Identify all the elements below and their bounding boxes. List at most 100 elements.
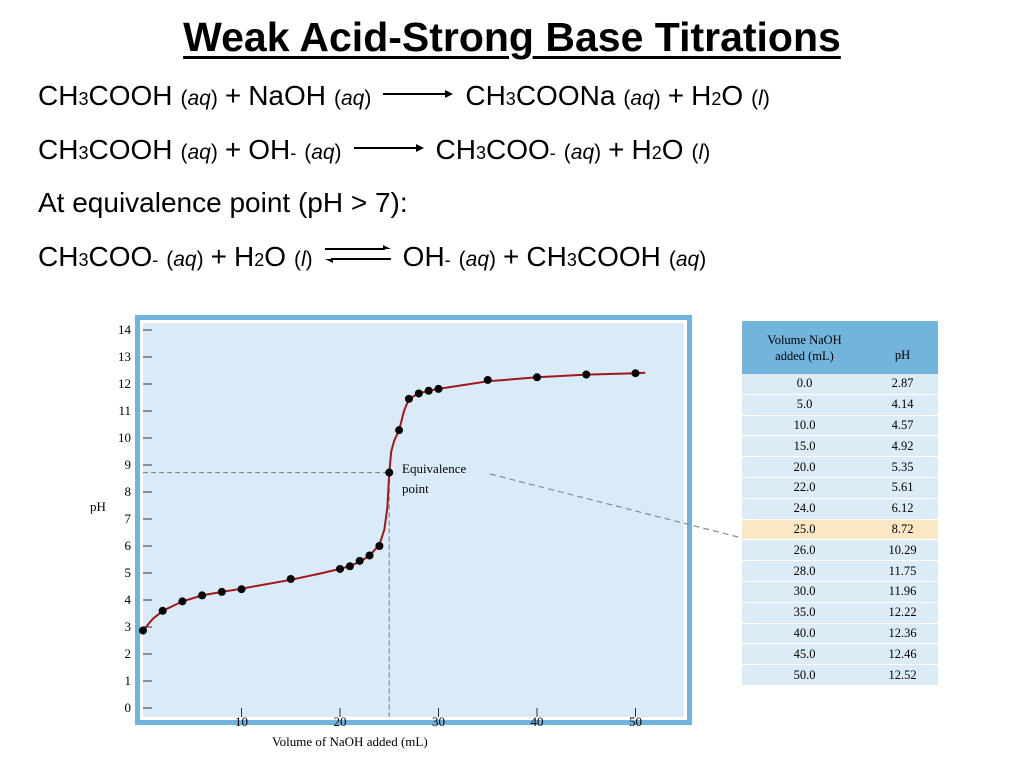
cell-ph: 8.72 <box>891 521 914 536</box>
equilibrium-arrow-icon <box>324 239 391 271</box>
data-point <box>336 564 344 573</box>
x-tick-label: 50 <box>629 714 642 729</box>
data-point <box>198 591 207 600</box>
header-volume: Volume NaOH added (mL) <box>767 332 842 363</box>
table-header: Volume NaOH added (mL) pH <box>742 321 938 374</box>
y-tick-label: 11 <box>118 403 131 418</box>
cell-volume: 0.0 <box>796 376 813 391</box>
data-point <box>483 375 492 384</box>
cell-ph: 12.22 <box>888 605 917 620</box>
cell-volume: 22.0 <box>793 480 816 495</box>
cell-volume: 24.0 <box>793 501 816 516</box>
table-row: 40.0 12.36 <box>742 623 938 645</box>
cell-volume: 15.0 <box>793 438 816 453</box>
y-tick-label: 2 <box>125 646 132 661</box>
plot-area <box>143 323 684 717</box>
y-tick-label: 4 <box>125 592 132 607</box>
y-tick-label: 0 <box>125 700 132 715</box>
cell-ph: 6.12 <box>891 501 914 516</box>
cell-ph: 12.36 <box>888 625 917 640</box>
table-row: 50.0 12.52 <box>742 665 938 686</box>
y-tick-label: 12 <box>118 376 131 391</box>
slide-title: Weak Acid-Strong Base Titrations <box>183 14 841 60</box>
x-tick-label: 30 <box>432 714 445 729</box>
titration-data-table: Volume NaOH added (mL) pH 0.0 2.87 5.0 4.14… <box>742 321 938 686</box>
data-point <box>414 389 423 398</box>
y-tick-label: 5 <box>125 565 132 580</box>
data-point <box>404 394 413 403</box>
table-row: 28.0 11.75 <box>742 561 938 582</box>
header-ph: pH <box>894 348 911 362</box>
x-tick-label: 20 <box>334 714 347 729</box>
data-point <box>424 386 433 395</box>
table-row: 26.0 10.29 <box>742 540 938 562</box>
y-tick-label: 6 <box>125 538 132 553</box>
cell-volume: 50.0 <box>793 667 816 682</box>
cell-volume: 30.0 <box>793 584 816 599</box>
cell-volume: 40.0 <box>793 625 816 640</box>
data-point <box>286 574 295 583</box>
data-point <box>158 606 167 615</box>
y-tick-label: 9 <box>125 457 132 472</box>
cell-ph: 4.92 <box>891 438 914 453</box>
cell-volume: 20.0 <box>793 459 816 474</box>
cell-ph: 4.57 <box>891 417 914 432</box>
cell-volume: 28.0 <box>793 563 816 578</box>
reaction-arrow-icon <box>383 74 454 106</box>
y-tick-label: 8 <box>125 484 132 499</box>
table-row: 0.0 2.87 <box>742 374 938 395</box>
data-point <box>345 562 354 571</box>
cell-ph: 11.75 <box>888 563 917 578</box>
data-point <box>355 556 364 565</box>
cell-volume: 45.0 <box>793 646 816 661</box>
data-point <box>365 551 374 560</box>
data-point <box>385 468 394 477</box>
table-body: 0.0 2.87 5.0 4.14 10.0 4.57 15.0 4.92 20.0 5.35 22… <box>742 374 938 686</box>
data-point <box>582 370 591 379</box>
table-row: 15.0 4.92 <box>742 436 938 458</box>
cell-ph: 2.87 <box>891 376 914 391</box>
cell-ph: 12.52 <box>888 667 917 682</box>
cell-volume: 10.0 <box>793 417 816 432</box>
data-point <box>434 384 443 393</box>
table-row: 35.0 12.22 <box>742 602 938 624</box>
cell-ph: 12.46 <box>888 646 917 661</box>
table-row: 45.0 12.46 <box>742 644 938 666</box>
equivalence-annotation: Equivalence <box>402 461 466 476</box>
data-point <box>217 587 226 596</box>
table-row: 10.0 4.57 <box>742 415 938 437</box>
cell-ph: 5.61 <box>891 480 914 495</box>
data-point <box>375 542 384 550</box>
table-row: 5.0 4.14 <box>742 394 938 416</box>
cell-volume: 5.0 <box>796 397 813 412</box>
y-tick-label: 13 <box>118 349 131 364</box>
data-point <box>237 585 246 594</box>
cell-ph: 4.14 <box>891 397 914 412</box>
data-point <box>533 373 541 382</box>
equation-line-1: CH 3 COOH (aq) + NaOH (aq) CH 3 COONa (aq) +… <box>38 80 770 112</box>
table-row: 22.0 5.61 <box>742 477 938 499</box>
y-tick-label: 1 <box>125 673 132 688</box>
data-point <box>395 426 404 435</box>
cell-ph: 5.35 <box>891 459 914 474</box>
titration-chart: 0 1 2 3 4 5 6 7 8 9 10 11 12 13 14 10 20 30 40 50 pH Volume o… <box>0 300 742 773</box>
table-row-highlighted: 25.0 8.72 <box>742 519 938 541</box>
y-axis-label: pH <box>90 499 106 514</box>
data-point <box>178 597 187 606</box>
cell-volume: 35.0 <box>793 605 816 620</box>
x-tick-label: 40 <box>531 714 544 729</box>
cell-volume: 25.0 <box>793 521 816 536</box>
reaction-arrow-icon <box>353 128 424 160</box>
data-point <box>139 626 147 635</box>
table-row: 30.0 11.96 <box>742 581 938 603</box>
y-tick-label: 3 <box>125 619 132 634</box>
cell-ph: 11.96 <box>888 584 917 599</box>
y-tick-label: 10 <box>118 430 131 445</box>
equivalence-annotation: point <box>402 481 429 496</box>
x-axis-label: Volume of NaOH added (mL) <box>272 734 428 749</box>
equation-line-2: CH 3 COOH (aq) + OH - (aq) CH 3 COO - (aq) + H… <box>38 134 710 166</box>
data-point <box>631 369 640 378</box>
equivalence-note: At equivalence point (pH > 7): <box>38 187 408 218</box>
